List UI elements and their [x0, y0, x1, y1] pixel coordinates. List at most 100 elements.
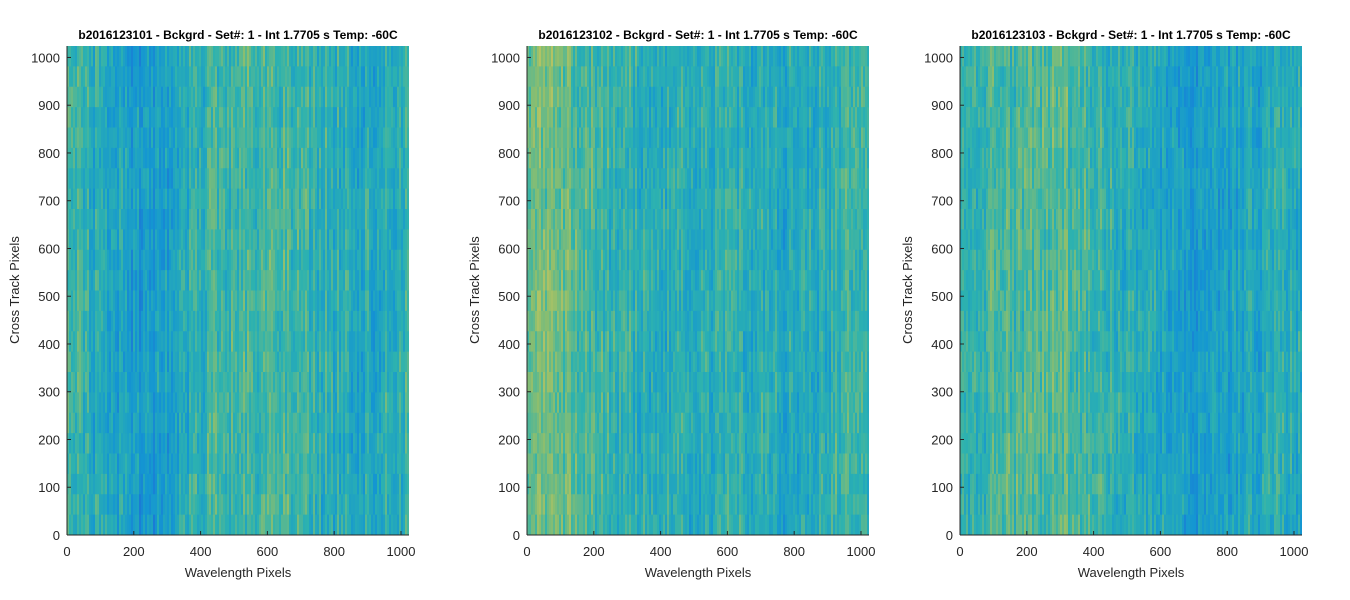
heatmap-cell	[129, 249, 132, 271]
heatmap-cell	[543, 147, 546, 169]
heatmap-cell	[589, 331, 592, 353]
heatmap-cell	[393, 188, 396, 210]
heatmap-cell	[223, 209, 226, 230]
heatmap-cell	[533, 433, 536, 455]
heatmap-cell	[531, 290, 534, 312]
heatmap-cell	[197, 412, 200, 434]
heatmap-cell	[77, 310, 80, 332]
heatmap-cell	[77, 331, 80, 353]
heatmap-cell	[133, 107, 136, 129]
heatmap-cell	[341, 392, 344, 414]
heatmap-cell	[527, 453, 530, 475]
heatmap-cell	[567, 331, 570, 353]
heatmap-cell	[175, 147, 178, 169]
heatmap-cell	[261, 412, 264, 434]
heatmap-cell	[175, 473, 178, 495]
heatmap-cell	[227, 473, 230, 495]
heatmap-cell	[121, 412, 124, 434]
heatmap-cell	[295, 209, 298, 230]
heatmap-cell	[153, 351, 156, 373]
heatmap-cell	[227, 107, 230, 129]
heatmap-cell	[179, 270, 182, 292]
heatmap-cell	[307, 494, 310, 516]
heatmap-cell	[217, 168, 220, 190]
heatmap-cell	[189, 209, 192, 230]
heatmap-cell	[165, 290, 168, 312]
heatmap-cell	[583, 453, 586, 475]
heatmap-cell	[399, 453, 402, 475]
heatmap-cell	[77, 209, 80, 230]
heatmap-cell	[365, 188, 368, 210]
heatmap-cell	[269, 188, 272, 210]
heatmap-cell	[97, 147, 100, 169]
heatmap-cell	[381, 494, 384, 516]
heatmap-cell	[393, 412, 396, 434]
heatmap-cell	[359, 494, 362, 516]
heatmap-cell	[399, 473, 402, 495]
heatmap-cell	[559, 249, 562, 271]
heatmap-cell	[111, 453, 114, 475]
heatmap-cell	[589, 351, 592, 373]
heatmap-cell	[253, 351, 256, 373]
heatmap-cell	[143, 494, 146, 516]
heatmap-cell	[181, 127, 184, 149]
heatmap-cell	[307, 372, 310, 393]
heatmap-cell	[135, 86, 138, 108]
heatmap-cell	[311, 209, 314, 230]
heatmap-cell	[125, 209, 128, 230]
heatmap-cell	[579, 188, 582, 210]
heatmap-cell	[295, 331, 298, 353]
heatmap-cell	[225, 392, 228, 414]
heatmap-cell	[573, 514, 576, 535]
heatmap-cell	[71, 494, 74, 516]
heatmap-cell	[265, 392, 268, 414]
heatmap-cell	[593, 392, 596, 414]
heatmap-cell	[195, 66, 198, 88]
heatmap-cell	[179, 107, 182, 129]
heatmap-cell	[345, 372, 348, 393]
heatmap-cell	[325, 86, 328, 108]
heatmap-cell	[377, 229, 380, 251]
heatmap-cell	[533, 107, 536, 129]
heatmap-cell	[297, 46, 300, 67]
heatmap-cell	[103, 188, 106, 210]
heatmap-cell	[159, 86, 162, 108]
heatmap-cell	[245, 168, 248, 190]
heatmap-cell	[385, 453, 388, 475]
heatmap-cell	[333, 270, 336, 292]
heatmap-cell	[545, 514, 548, 535]
heatmap-cell	[325, 147, 328, 169]
heatmap-cell	[85, 433, 88, 455]
heatmap-cell	[163, 372, 166, 393]
heatmap-cell	[347, 249, 350, 271]
heatmap-cell	[375, 270, 378, 292]
heatmap-cell	[99, 372, 102, 393]
heatmap-cell	[137, 147, 140, 169]
heatmap-cell	[395, 209, 398, 230]
heatmap-cell	[345, 46, 348, 67]
heatmap-cell	[251, 331, 254, 353]
heatmap-cell	[373, 46, 376, 67]
heatmap-cell	[587, 372, 590, 393]
heatmap-cell	[233, 473, 236, 495]
heatmap-cell	[271, 86, 274, 108]
heatmap-cell	[105, 453, 108, 475]
heatmap-cell	[103, 249, 106, 271]
heatmap-cell	[343, 188, 346, 210]
heatmap-cell	[575, 310, 578, 332]
heatmap-cell	[239, 270, 242, 292]
heatmap-cell	[361, 433, 364, 455]
heatmap-cell	[325, 229, 328, 251]
heatmap-cell	[201, 46, 204, 67]
heatmap-cell	[359, 66, 362, 88]
heatmap-cell	[559, 107, 562, 129]
heatmap-cell	[559, 270, 562, 292]
heatmap-cell	[265, 127, 268, 149]
heatmap-cell	[179, 147, 182, 169]
heatmap-cell	[101, 209, 104, 230]
heatmap-cell	[299, 310, 302, 332]
heatmap-cell	[371, 188, 374, 210]
heatmap-cell	[549, 229, 552, 251]
heatmap-cell	[581, 290, 584, 312]
heatmap-cell	[385, 372, 388, 393]
